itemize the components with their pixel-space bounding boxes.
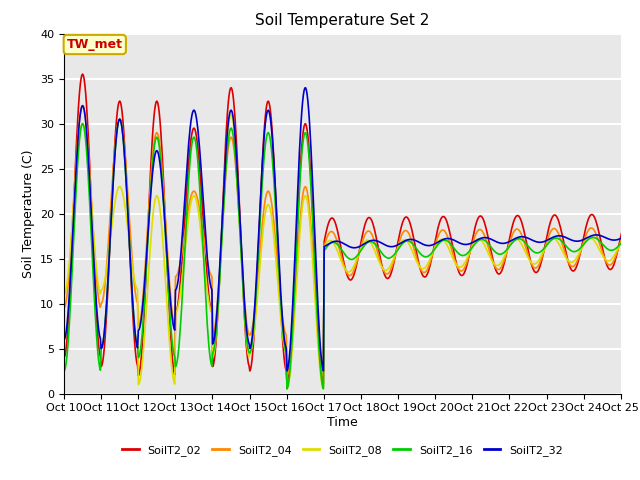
SoilT2_32: [301, 85, 309, 91]
Line: SoilT2_02: SoilT2_02: [64, 74, 640, 384]
SoilT2_32: [60, 336, 68, 342]
SoilT2_04: [292, 274, 300, 279]
SoilT2_02: [292, 244, 300, 250]
SoilT2_16: [240, 298, 248, 303]
SoilT2_02: [79, 71, 86, 77]
SoilT2_32: [239, 273, 246, 279]
SoilT2_32: [424, 243, 432, 249]
SoilT2_04: [131, 283, 138, 288]
Y-axis label: Soil Temperature (C): Soil Temperature (C): [22, 149, 35, 278]
Line: SoilT2_04: SoilT2_04: [64, 106, 640, 375]
SoilT2_32: [130, 313, 138, 319]
SoilT2_08: [227, 112, 235, 118]
SoilT2_08: [292, 285, 300, 290]
SoilT2_02: [424, 270, 432, 276]
Line: SoilT2_16: SoilT2_16: [64, 119, 640, 389]
SoilT2_08: [60, 292, 68, 298]
SoilT2_08: [458, 264, 465, 270]
SoilT2_08: [283, 386, 291, 392]
SoilT2_02: [269, 142, 277, 148]
SoilT2_04: [458, 268, 465, 274]
SoilT2_08: [240, 298, 248, 304]
SoilT2_08: [269, 226, 277, 232]
X-axis label: Time: Time: [327, 416, 358, 429]
SoilT2_02: [60, 355, 68, 360]
Line: SoilT2_32: SoilT2_32: [64, 88, 640, 371]
SoilT2_08: [130, 273, 138, 278]
SoilT2_02: [131, 337, 138, 343]
SoilT2_16: [458, 252, 465, 258]
SoilT2_16: [116, 116, 124, 122]
Line: SoilT2_08: SoilT2_08: [64, 115, 640, 389]
SoilT2_02: [240, 299, 248, 304]
SoilT2_04: [60, 305, 68, 311]
SoilT2_02: [458, 273, 465, 278]
SoilT2_02: [283, 382, 291, 387]
SoilT2_16: [283, 386, 291, 392]
SoilT2_04: [79, 103, 86, 108]
SoilT2_32: [292, 238, 300, 243]
Title: Soil Temperature Set 2: Soil Temperature Set 2: [255, 13, 429, 28]
SoilT2_16: [292, 252, 300, 257]
SoilT2_04: [424, 265, 432, 271]
SoilT2_16: [269, 166, 277, 171]
SoilT2_32: [458, 241, 465, 247]
SoilT2_32: [283, 368, 291, 374]
SoilT2_16: [60, 368, 68, 374]
SoilT2_04: [240, 286, 248, 292]
SoilT2_04: [269, 212, 277, 217]
SoilT2_16: [424, 253, 432, 259]
SoilT2_32: [268, 135, 276, 141]
Text: TW_met: TW_met: [67, 38, 123, 51]
SoilT2_08: [424, 261, 432, 266]
SoilT2_04: [283, 372, 291, 378]
SoilT2_16: [131, 323, 138, 329]
Legend: SoilT2_02, SoilT2_04, SoilT2_08, SoilT2_16, SoilT2_32: SoilT2_02, SoilT2_04, SoilT2_08, SoilT2_…: [118, 440, 567, 460]
